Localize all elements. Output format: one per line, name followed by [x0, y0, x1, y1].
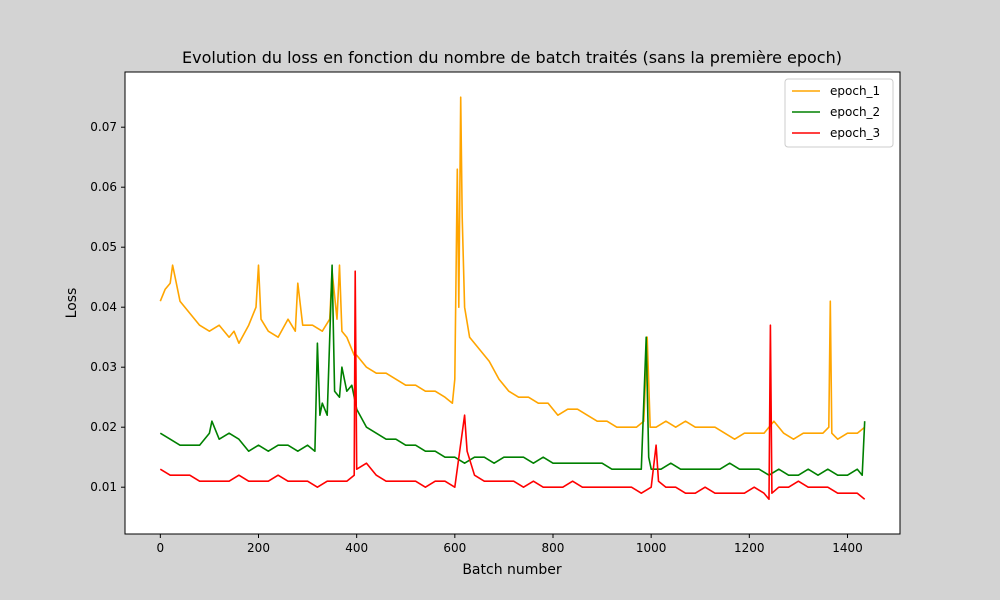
- y-tick-label: 0.07: [90, 120, 117, 134]
- series-line-epoch_1: [159, 96, 866, 440]
- y-tick-label: 0.03: [90, 360, 117, 374]
- legend-entries: epoch_1 epoch_2 epoch_3: [792, 84, 880, 140]
- series-line-epoch_2: [159, 264, 866, 476]
- x-tick-label: 1000: [636, 541, 667, 555]
- legend-label-epoch_3: epoch_3: [830, 126, 880, 140]
- x-tick-label: 800: [542, 541, 565, 555]
- y-tick-label: 0.04: [90, 300, 117, 314]
- y-axis-label: Loss: [64, 288, 80, 319]
- x-tick-label: 0: [157, 541, 165, 555]
- y-tick-label: 0.01: [90, 480, 117, 494]
- chart-title: Evolution du loss en fonction du nombre …: [182, 48, 842, 67]
- series-layer: [159, 96, 866, 500]
- x-tick-label: 200: [247, 541, 270, 555]
- plot-area: [125, 72, 900, 534]
- series-line-epoch_3: [159, 270, 866, 500]
- x-tick-label: 1400: [832, 541, 863, 555]
- y-tick-label: 0.06: [90, 180, 117, 194]
- legend-label-epoch_1: epoch_1: [830, 84, 880, 98]
- x-tick-label: 600: [443, 541, 466, 555]
- x-axis-label: Batch number: [462, 562, 562, 578]
- y-tick-label: 0.02: [90, 420, 117, 434]
- y-tick-label: 0.05: [90, 240, 117, 254]
- x-tick-label: 1200: [734, 541, 765, 555]
- legend: epoch_1 epoch_2 epoch_3: [784, 78, 894, 148]
- x-axis-ticks: 0 200 400 600 800 1000 1200 1400: [157, 534, 863, 555]
- x-tick-label: 400: [345, 541, 368, 555]
- y-axis-ticks: 0.01 0.02 0.03 0.04 0.05 0.06 0.07: [90, 120, 125, 494]
- legend-label-epoch_2: epoch_2: [830, 105, 880, 119]
- legend-box: [784, 78, 894, 148]
- plot-frame: [124, 71, 901, 535]
